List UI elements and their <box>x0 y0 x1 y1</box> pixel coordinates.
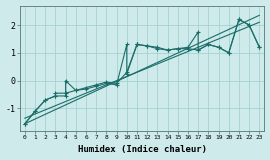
X-axis label: Humidex (Indice chaleur): Humidex (Indice chaleur) <box>77 145 207 154</box>
